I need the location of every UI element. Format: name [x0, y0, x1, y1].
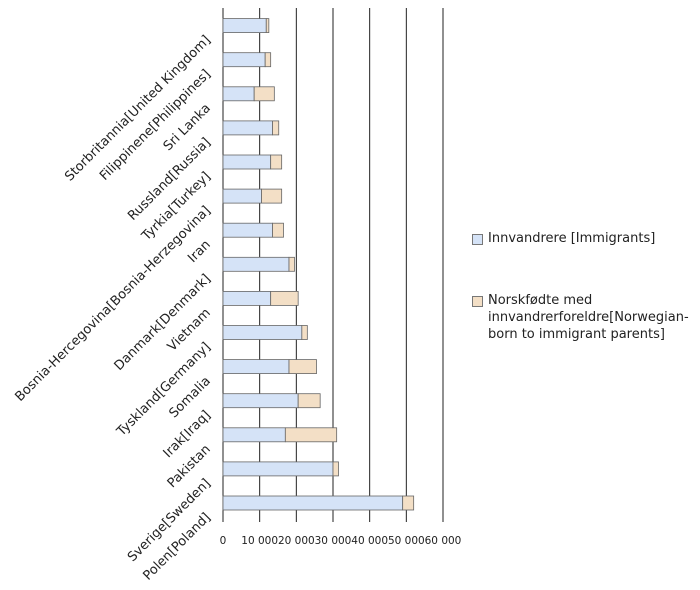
bar-norwegian-born: [284, 427, 338, 443]
legend-swatch-immigrants: [472, 234, 483, 245]
bar-immigrants: [222, 427, 286, 443]
bar-norwegian-born: [264, 52, 272, 68]
bar-immigrants: [222, 325, 303, 340]
legend-label-immigrants: Innvandrere [Immigrants]: [488, 231, 656, 246]
bar-norwegian-born: [270, 290, 299, 306]
bar-immigrants: [222, 359, 290, 375]
bar-norwegian-born: [265, 18, 270, 34]
bar-norwegian-born: [402, 495, 415, 511]
bar-immigrants: [222, 290, 272, 306]
x-tick-label: 40 000: [351, 535, 388, 547]
bar-immigrants: [222, 188, 262, 204]
y-category-label: Iran: [185, 237, 214, 266]
x-tick-label: 50 000: [388, 535, 425, 547]
legend-label-line-3: born to immigrant parents]: [488, 327, 665, 342]
bar-immigrants: [222, 222, 273, 238]
bar-norwegian-born: [253, 86, 275, 102]
legend-label-line-2: innvandrerforeldre[Norwegian-: [488, 310, 689, 325]
bar-norwegian-born: [332, 461, 339, 477]
bar-immigrants: [222, 393, 299, 409]
bar-norwegian-born: [261, 188, 283, 204]
bar-immigrants: [222, 461, 334, 477]
bar-norwegian-born: [297, 393, 321, 409]
bar-norwegian-born: [272, 120, 280, 136]
bar-immigrants: [222, 495, 404, 511]
x-tick-label: 0: [220, 535, 227, 547]
legend-label-line-1: Norskfødte med: [488, 293, 593, 308]
bar-norwegian-born: [288, 359, 317, 375]
bar-norwegian-born: [301, 325, 308, 340]
bar-immigrants: [222, 86, 255, 102]
bar-immigrants: [222, 256, 290, 272]
bar-norwegian-born: [288, 256, 295, 272]
legend-label-norwegian-born: Norskfødte med innvandrerforeldre[Norweg…: [488, 292, 689, 343]
bar-norwegian-born: [270, 154, 283, 170]
bar-immigrants: [222, 18, 267, 34]
bar-immigrants: [222, 52, 266, 68]
x-tick-label: 10 000: [241, 535, 278, 547]
x-tick-label: 20 000: [278, 535, 315, 547]
x-tick-label: 30 000: [315, 535, 352, 547]
bar-immigrants: [222, 120, 273, 136]
bar-immigrants: [222, 154, 272, 170]
x-tick-label: 60 000: [425, 535, 462, 547]
bar-norwegian-born: [272, 222, 284, 238]
legend-swatch-norwegian-born: [472, 296, 483, 307]
